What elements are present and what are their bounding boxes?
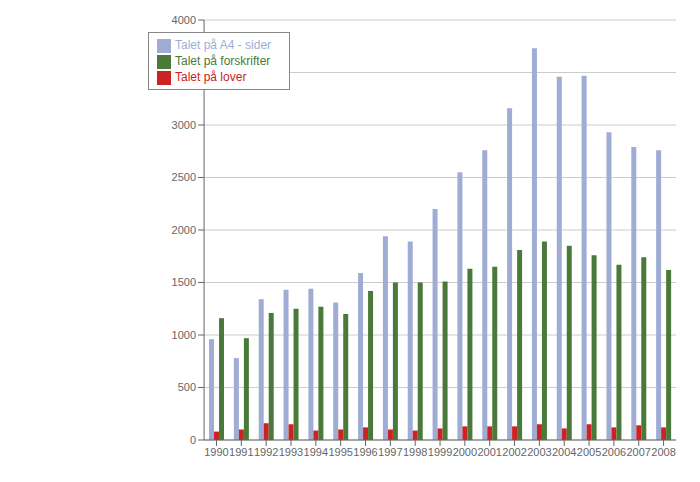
svg-text:2003: 2003	[527, 446, 551, 458]
svg-text:1997: 1997	[378, 446, 402, 458]
svg-text:3000: 3000	[172, 119, 196, 131]
svg-text:2008: 2008	[651, 446, 675, 458]
svg-text:1998: 1998	[403, 446, 427, 458]
svg-text:1994: 1994	[304, 446, 328, 458]
svg-text:500: 500	[178, 381, 196, 393]
svg-text:2500: 2500	[172, 171, 196, 183]
svg-text:2004: 2004	[552, 446, 576, 458]
svg-text:2002: 2002	[502, 446, 526, 458]
svg-text:1500: 1500	[172, 276, 196, 288]
svg-text:2000: 2000	[453, 446, 477, 458]
svg-text:2000: 2000	[172, 224, 196, 236]
svg-text:4000: 4000	[172, 14, 196, 26]
svg-text:1995: 1995	[328, 446, 352, 458]
svg-text:3500: 3500	[172, 66, 196, 78]
svg-text:0: 0	[190, 434, 196, 446]
svg-text:1000: 1000	[172, 329, 196, 341]
svg-text:1999: 1999	[428, 446, 452, 458]
svg-text:1990: 1990	[204, 446, 228, 458]
svg-text:1991: 1991	[229, 446, 253, 458]
svg-text:1993: 1993	[279, 446, 303, 458]
svg-text:1992: 1992	[254, 446, 278, 458]
svg-text:2005: 2005	[577, 446, 601, 458]
svg-text:1996: 1996	[353, 446, 377, 458]
svg-text:2007: 2007	[626, 446, 650, 458]
svg-text:2001: 2001	[477, 446, 501, 458]
svg-text:2006: 2006	[602, 446, 626, 458]
